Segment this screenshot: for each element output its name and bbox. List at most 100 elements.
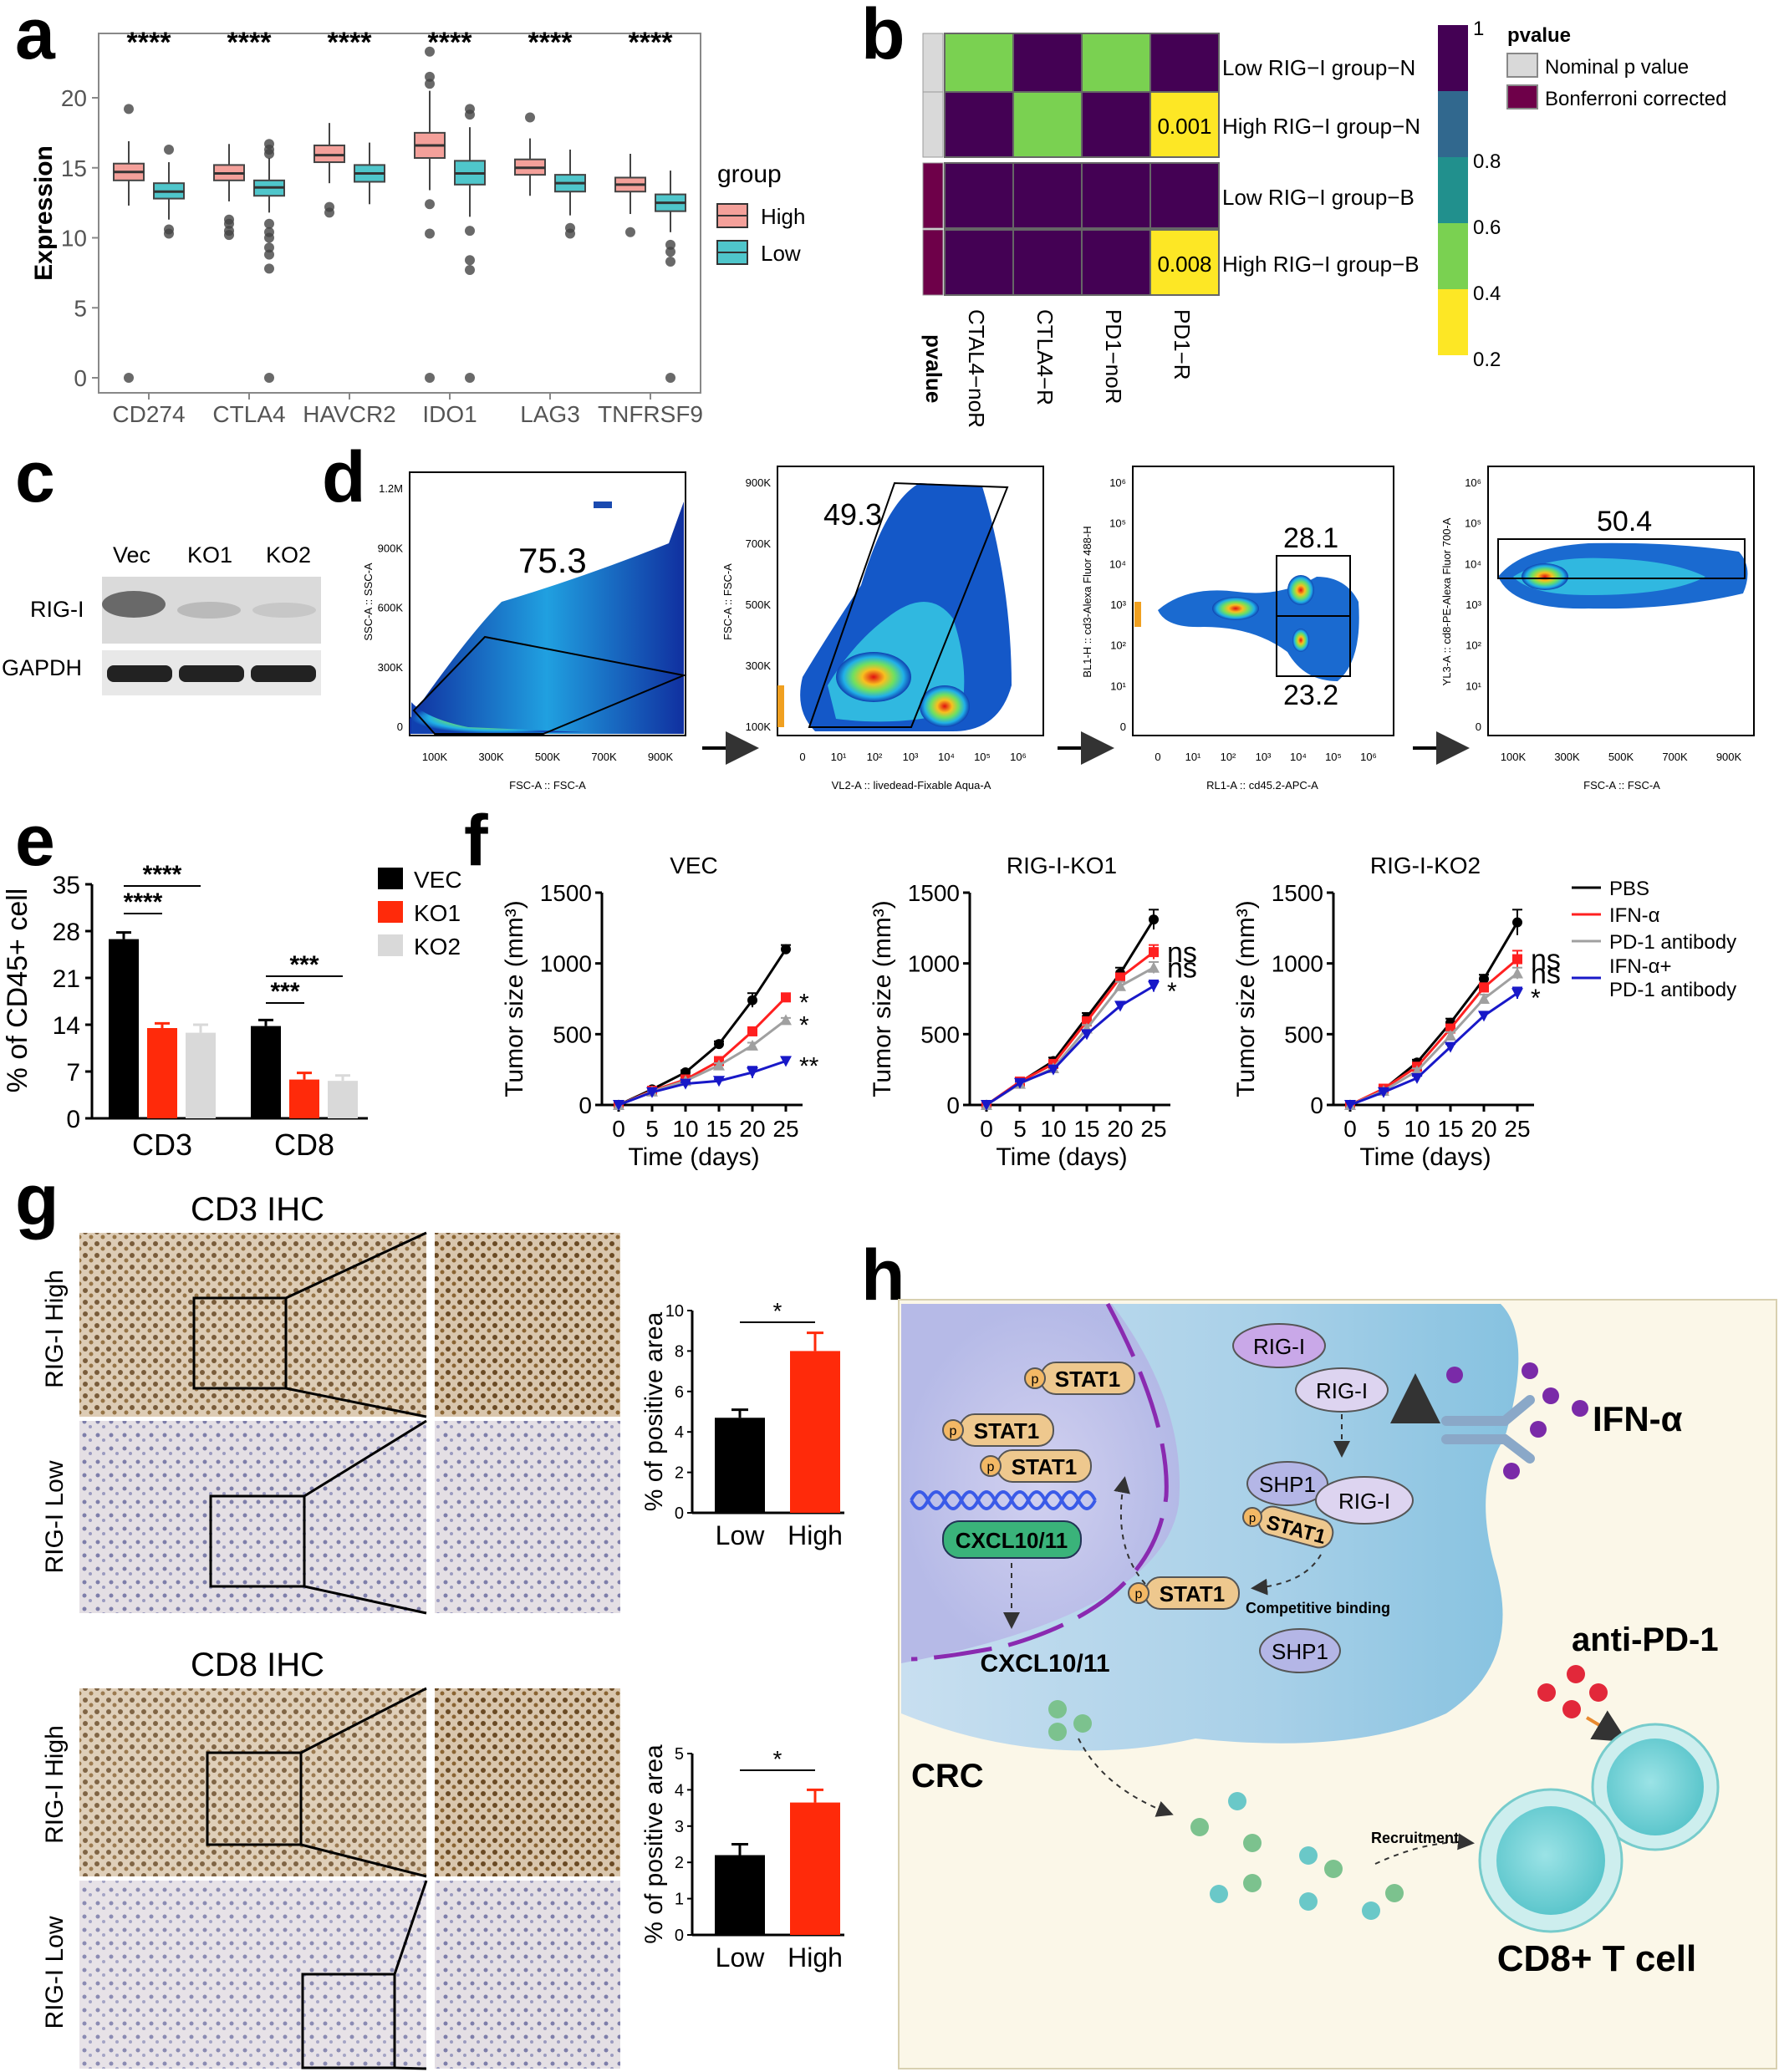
e-ylabel: % of CD45+ cell	[2, 888, 33, 1093]
h-rigi-1: RIG-I	[1232, 1323, 1326, 1368]
a-ytick-label: 0	[74, 365, 87, 391]
f-point	[1479, 974, 1489, 985]
f-point	[613, 1100, 624, 1111]
f-series-line	[618, 996, 788, 1107]
e-sig-label: ***	[270, 978, 299, 1005]
f-point	[747, 1026, 757, 1036]
b-annotation-title: pvalue	[921, 334, 946, 403]
f-sig-label: *	[1167, 978, 1177, 1005]
f-point	[1149, 947, 1159, 958]
b-legend-title: pvalue	[1507, 24, 1571, 47]
f-ytick-label: 1000	[540, 951, 592, 977]
f-point	[781, 944, 791, 955]
h-dna	[910, 1490, 1097, 1510]
b-row-label: Low RIG−I group−N	[1222, 55, 1415, 80]
a-outlier	[465, 255, 475, 266]
flow-gate-3-top: 28.1	[1283, 522, 1338, 554]
f-xtick-label: 15	[706, 1116, 731, 1142]
g-ytick-label: 2	[675, 1854, 684, 1872]
f-point	[1411, 1072, 1423, 1084]
b-row-label: Low RIG−I group−B	[1222, 185, 1415, 210]
h-cxcl-label: CXCL10/11	[980, 1650, 1109, 1677]
b-heat-cell	[1081, 229, 1151, 296]
flow-xtick-label: 500K	[1608, 751, 1634, 763]
f-ytick-label: 1000	[1272, 951, 1323, 977]
flow-xlabel-3: RL1-A :: cd45.2-APC-A	[1206, 779, 1318, 792]
b-heat-cell	[1012, 162, 1083, 229]
f-point	[1344, 1100, 1356, 1111]
a-significance: ****	[528, 27, 573, 59]
f-point	[713, 1059, 725, 1071]
b-heat-cell	[944, 162, 1014, 229]
f-sig-label: ns	[1531, 944, 1561, 976]
g-sig-label: *	[773, 1298, 782, 1324]
b-cell-label: 0.001	[1157, 114, 1211, 139]
f-point	[714, 1039, 724, 1050]
g-ytick-label: 3	[675, 1818, 684, 1836]
b-annotation-cell	[922, 162, 944, 229]
a-outlier	[665, 247, 675, 257]
g-ytick-label: 1	[675, 1891, 684, 1909]
f-point	[1114, 980, 1126, 991]
a-box	[313, 144, 345, 164]
f-point	[1148, 961, 1160, 973]
flow-ytick-label: 10⁴	[1465, 557, 1481, 570]
panel-label-h: h	[861, 1235, 905, 1316]
ihc-g: CD3 IHC CD8 IHC RIG-I High RIG-I Low RIG…	[41, 1191, 844, 2070]
g-xtick-label: High	[788, 1520, 843, 1550]
f-xtick-label: 5	[1013, 1116, 1027, 1142]
wb-rigi-band-ko1	[177, 602, 241, 619]
wb-lane-vec: Vec	[113, 542, 150, 568]
a-xtick-label: HAVCR2	[303, 401, 396, 427]
b-heat-cell	[1149, 91, 1220, 158]
flow-xtick-label: 300K	[1554, 751, 1580, 763]
a-significance: ****	[428, 27, 473, 59]
e-legend-swatch-ko1	[378, 901, 403, 923]
e-legend-swatch-ko2	[378, 934, 403, 956]
f-point	[1014, 1077, 1026, 1089]
b-heat-cell	[1012, 91, 1083, 158]
a-legend-title: group	[717, 160, 782, 188]
e-sig-label: ****	[143, 861, 182, 888]
a-outlier	[164, 228, 174, 239]
f-point	[1445, 1030, 1456, 1041]
f-point	[1512, 954, 1522, 965]
f-point	[1479, 982, 1489, 993]
flow-gate-3-bottom: 23.2	[1283, 680, 1338, 711]
f-xtick-label: 10	[672, 1116, 698, 1142]
b-heat-cell	[1149, 162, 1220, 229]
flow-ytick-label: 0	[1476, 720, 1481, 733]
e-ytick-label: 14	[53, 1012, 80, 1040]
b-row-label: High RIG−I group−B	[1222, 252, 1420, 277]
f-point	[747, 1039, 758, 1051]
f-xtick-label: 10	[1404, 1116, 1430, 1142]
a-outlier	[665, 373, 675, 383]
g-bar	[790, 1351, 840, 1513]
f-sig-label: *	[799, 1011, 809, 1039]
f-xtick-label: 0	[612, 1116, 625, 1142]
wb-row-rigi: RIG-I	[30, 597, 84, 622]
flow-xtick-label: 10²	[867, 751, 883, 763]
f-point	[780, 1056, 792, 1067]
ihc-cd3-high-zoom	[435, 1233, 620, 1417]
flow-ytick-label: 500K	[746, 598, 772, 611]
h-antibody-molecules	[1537, 1665, 1608, 1718]
f-panel-title: RIG-I-KO2	[1370, 853, 1481, 878]
f-xtick-label: 15	[1073, 1116, 1099, 1142]
f-series-line	[986, 919, 1155, 1107]
f-xlabel: Time (days)	[628, 1143, 759, 1171]
f-ytick-label: 0	[946, 1092, 960, 1118]
f-xtick-label: 25	[1504, 1116, 1530, 1142]
h-anti-pd1-label: anti-PD-1	[1572, 1621, 1719, 1658]
a-significance: ****	[629, 27, 674, 59]
g-ytick-label: 8	[675, 1342, 684, 1361]
f-point	[1048, 1064, 1059, 1076]
flow-xlabel-4: FSC-A :: FSC-A	[1583, 779, 1660, 792]
h-p-label: p	[1032, 1372, 1039, 1387]
g-bar	[715, 1418, 765, 1513]
f-point	[1148, 980, 1160, 992]
ihc-cd3-low-image	[79, 1421, 426, 1613]
b-heat-cell	[1149, 229, 1220, 296]
f-point	[713, 1076, 725, 1087]
